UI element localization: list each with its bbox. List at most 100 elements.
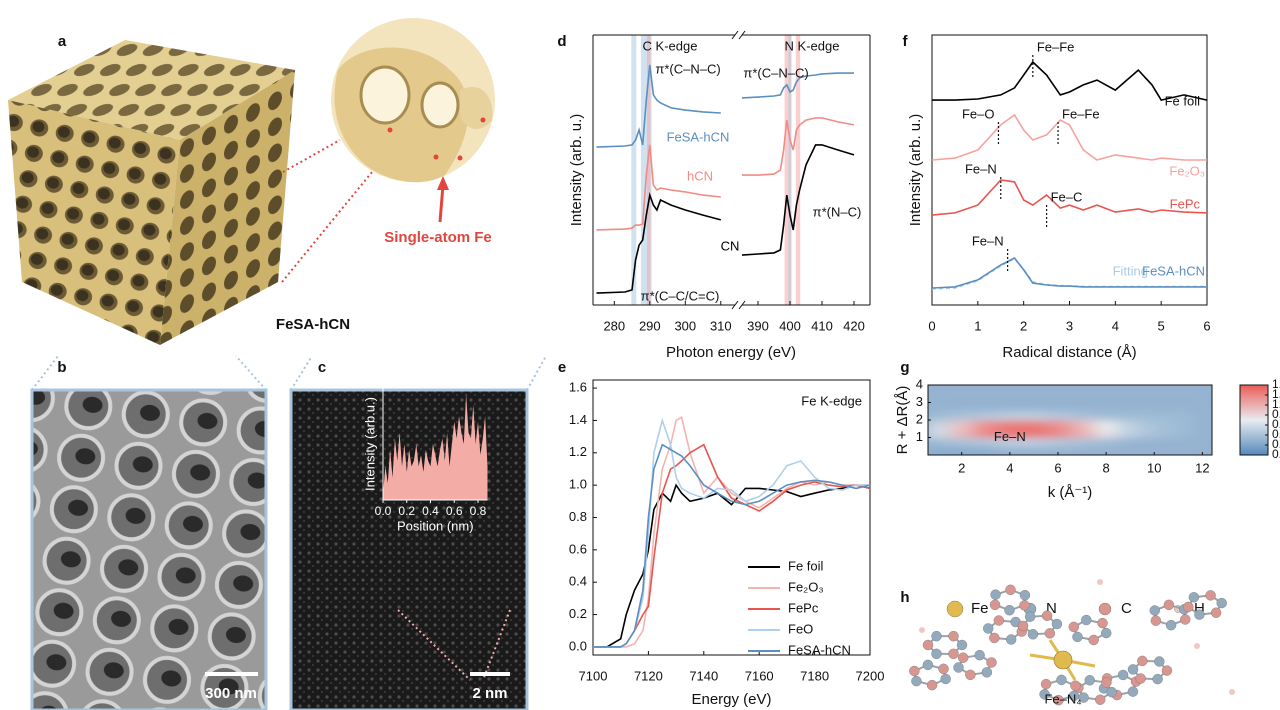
x-tick-label: 0.2 [398,504,415,518]
heatmap-cell [926,420,951,429]
atom [1072,632,1082,642]
zoom-hole [422,83,458,127]
y-axis-label: Intensity (arb.u.) [362,397,377,491]
heatmap-cell [1118,403,1143,412]
x-axis-label: Energy (eV) [691,691,771,708]
atom [1097,579,1103,585]
atom [994,615,1004,625]
heatmap-cell [1142,394,1167,403]
heatmap-cell [974,420,999,429]
heatmap-cell [1142,420,1167,429]
atom [1101,677,1111,687]
x-tick-label: 6 [1203,318,1210,333]
heatmap-cell [1094,411,1119,420]
atom [983,623,993,633]
atom [1006,635,1016,645]
heatmap-cell [1118,394,1143,403]
atom [1107,687,1117,697]
atom [1194,610,1204,620]
heatmap-cell [1094,403,1119,412]
x-tick-label: 12 [1195,460,1209,475]
atom [927,680,937,690]
scale-bar-label: 2 nm [472,685,507,702]
x-tick-label: 1 [974,318,981,333]
heatmap-cell [1070,385,1095,394]
atom [1028,629,1038,639]
heatmap-cell [1022,446,1047,455]
zoom-line [527,356,546,390]
heatmap-cell [1118,420,1143,429]
legend-atom [1099,603,1111,615]
x-axis-label: k (Å⁻¹) [1048,484,1093,501]
y-tick-label: 3 [916,394,923,409]
y-tick-label: 1.6 [569,380,587,395]
heatmap-cell [1118,438,1143,447]
y-tick-label: 1.4 [569,412,587,427]
legend-label: FeSA-hCN [788,642,851,657]
spectrum-line [597,145,721,230]
heatmap-cell [1022,385,1047,394]
heatmap-cell [1046,429,1071,438]
atom [923,640,933,650]
x-axis-label: Position (nm) [397,518,474,533]
fe-atom [434,155,439,160]
legend-label: C [1121,600,1132,617]
heatmap-cell [998,411,1023,420]
x-tick-label: 0.4 [422,504,439,518]
sem-image [32,390,266,710]
atom [1052,619,1062,629]
heatmap-cell [1190,438,1215,447]
fe-atom [388,128,393,133]
heatmap-cell [1142,385,1167,394]
heatmap [926,385,1215,456]
y-axis-label: Intensity (arb. u.) [907,114,924,227]
x-tick-label: 2 [958,460,965,475]
heatmap-cell [1094,385,1119,394]
y-tick-label: 0.4 [569,574,587,589]
atom [1189,592,1199,602]
legend-label: Fe₂O₃ [788,579,824,594]
panel-label: b [57,359,66,376]
heatmap-cell [998,394,1023,403]
x-tick-label: 10 [1147,460,1161,475]
x-tick-label: 8 [1102,460,1109,475]
heatmap-cell [1190,411,1215,420]
atom [1005,605,1015,615]
plot-frame [593,380,870,655]
xanes-line [593,445,870,647]
x-tick-label: 390 [747,318,769,333]
heatmap-cell [1118,429,1143,438]
heatmap-cell [950,429,975,438]
atom [939,664,949,674]
callout-arrow [440,185,443,222]
atom [1150,605,1160,615]
x-tick-label: 7140 [689,668,718,683]
y-tick-label: 0.6 [569,541,587,556]
xanes-line [593,420,870,647]
heatmap-cell [950,385,975,394]
x-tick-label: 0.6 [446,504,463,518]
annotation: π*(C–C/C=C) [641,288,720,303]
x-tick-label: 0.0 [375,504,392,518]
annotation: Fe–C [1051,189,1083,204]
heatmap-cell [950,403,975,412]
atom [1085,675,1095,685]
heatmap-cell [1070,429,1095,438]
series-label: FePc [1170,196,1201,211]
stem-image [291,390,527,710]
annotation: π*(C–N–C) [743,65,808,80]
heatmap-cell [1022,420,1047,429]
series-label: hCN [687,168,713,183]
atom [986,658,996,668]
panel-label: h [900,589,909,606]
heatmap-cell [1070,446,1095,455]
legend-atom [947,601,963,617]
callout-arrowhead [437,176,449,190]
atom [932,649,942,659]
xanes-line [593,417,870,647]
annotation: Fe–Fe [1037,39,1075,54]
heatmap-cell [1166,420,1191,429]
heatmap-cell [1166,403,1191,412]
x-axis-label: Radical distance (Å) [1002,344,1136,361]
heatmap-cell [1046,394,1071,403]
